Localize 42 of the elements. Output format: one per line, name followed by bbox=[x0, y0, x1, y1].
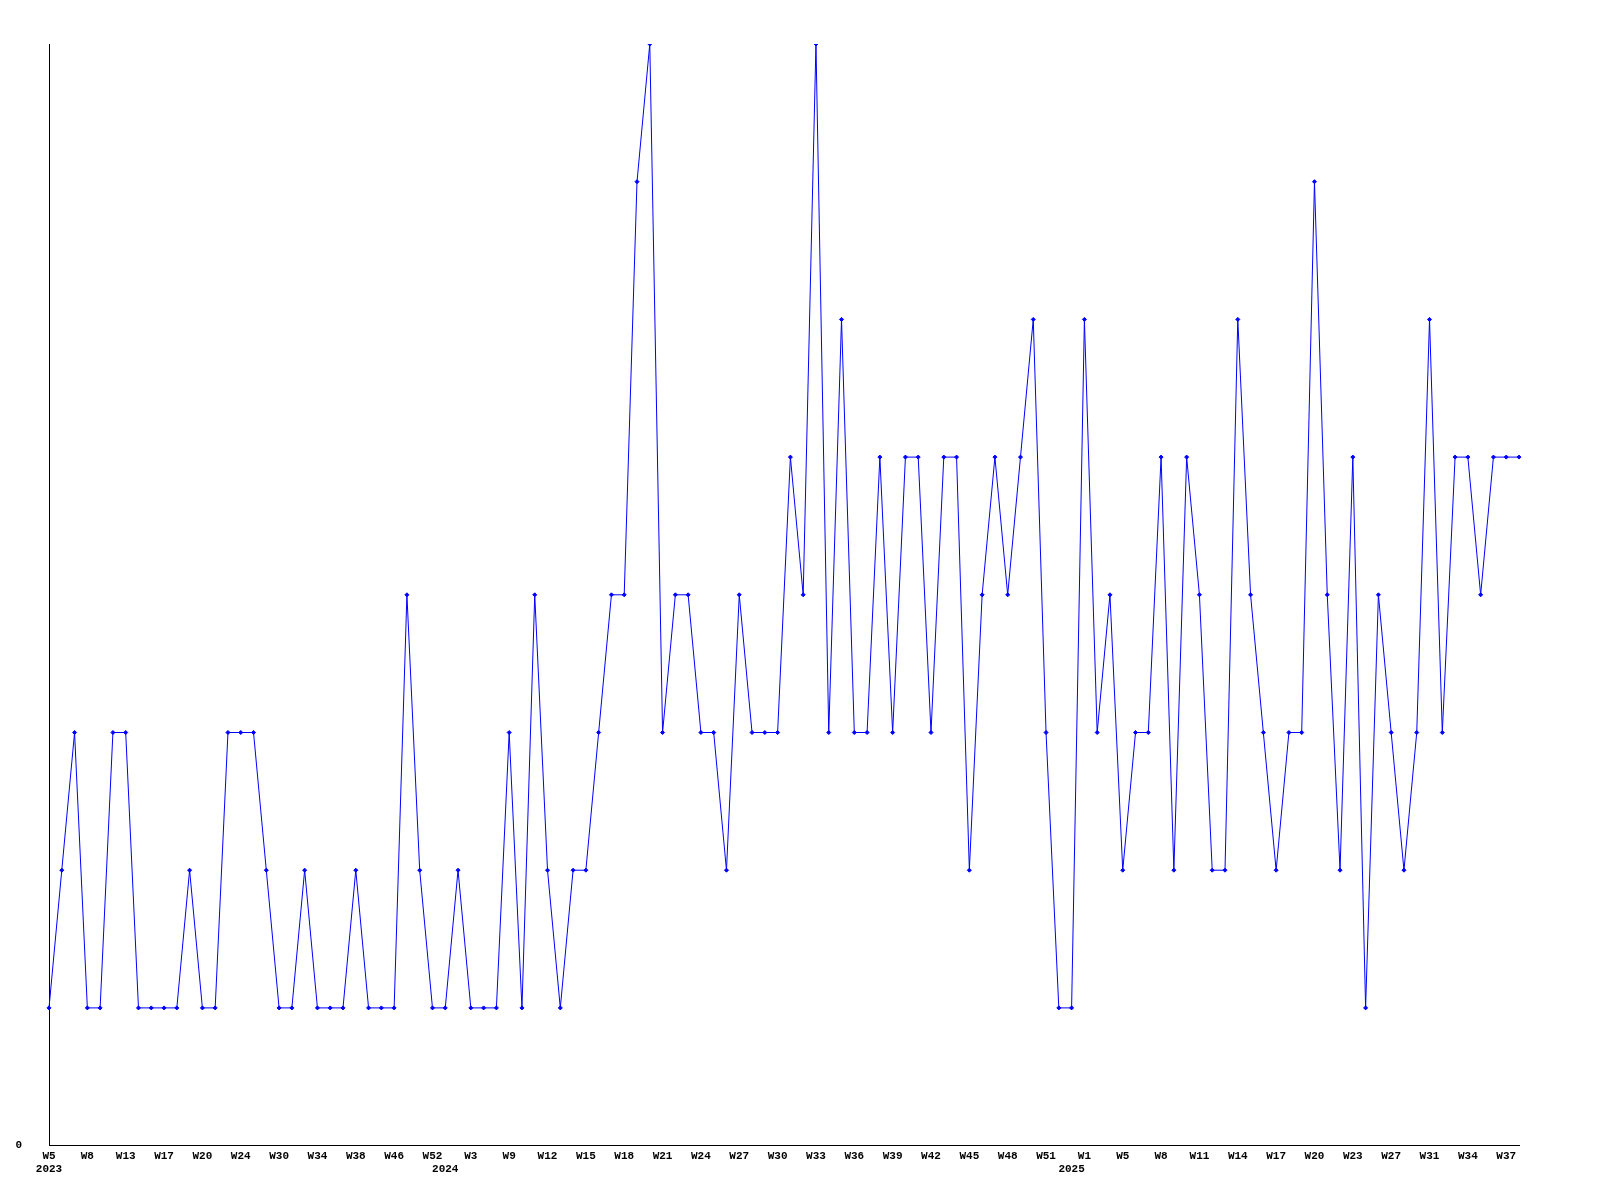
x-tick-label: W36 bbox=[844, 1149, 865, 1162]
x-tick-label: W11 bbox=[1189, 1149, 1210, 1162]
x-tick-label: W30 bbox=[767, 1149, 788, 1162]
x-tick-label: W13 bbox=[115, 1149, 136, 1162]
x-tick-label: W42 bbox=[921, 1149, 941, 1162]
x-tick-label: W17 bbox=[1266, 1149, 1287, 1162]
x-tick-label: W27 bbox=[1381, 1149, 1402, 1162]
x-tick-label: W20 bbox=[1304, 1149, 1325, 1162]
x-tick-label: 2024 bbox=[432, 1163, 459, 1176]
x-tick-label: W14 bbox=[1227, 1149, 1249, 1162]
x-tick-label: W24 bbox=[691, 1149, 712, 1162]
x-tick-label: W48 bbox=[997, 1149, 1018, 1162]
x-tick-label: W1 bbox=[1077, 1149, 1092, 1162]
x-tick-label: W31 bbox=[1419, 1149, 1440, 1162]
x-tick-label: W17 bbox=[154, 1149, 174, 1162]
x-tick-label: W3 bbox=[464, 1149, 478, 1162]
x-tick-label: W24 bbox=[230, 1149, 252, 1162]
text: 0 bbox=[15, 1139, 22, 1152]
x-tick-label: W33 bbox=[806, 1149, 827, 1162]
x-tick-label: W34 bbox=[307, 1149, 328, 1162]
x-tick-label: W5 bbox=[1116, 1149, 1130, 1162]
x-tick-label: W5 2023 bbox=[35, 1149, 63, 1176]
x-tick-label: W8 bbox=[80, 1149, 95, 1162]
x-tick-label: W8 bbox=[1154, 1149, 1169, 1162]
x-tick-label: W51 bbox=[1036, 1149, 1057, 1162]
x-tick-label: W20 bbox=[192, 1149, 213, 1162]
x-tick-label: W9 bbox=[502, 1149, 516, 1162]
x-tick-label: W15 bbox=[575, 1149, 597, 1162]
x-tick-label: 2025 bbox=[1058, 1163, 1086, 1176]
x-tick-label: W45 bbox=[959, 1149, 980, 1162]
x-tick-label: W21 bbox=[652, 1149, 673, 1162]
x-tick-label: W46 bbox=[384, 1149, 405, 1162]
x-tick-label: W34 bbox=[1457, 1149, 1479, 1162]
x-tick-label: W38 bbox=[345, 1149, 367, 1162]
x-tick-label: W23 bbox=[1342, 1149, 1364, 1162]
x-tick-label: W39 bbox=[882, 1149, 903, 1162]
x-tick-label: W37 bbox=[1496, 1149, 1517, 1162]
x-tick-label: W27 bbox=[729, 1149, 750, 1162]
x-tick-label: W30 bbox=[269, 1149, 289, 1162]
x-tick-label: W12 bbox=[537, 1149, 558, 1162]
x-tick-label: W52 bbox=[422, 1149, 443, 1162]
x-tick-label: W18 bbox=[614, 1149, 635, 1162]
